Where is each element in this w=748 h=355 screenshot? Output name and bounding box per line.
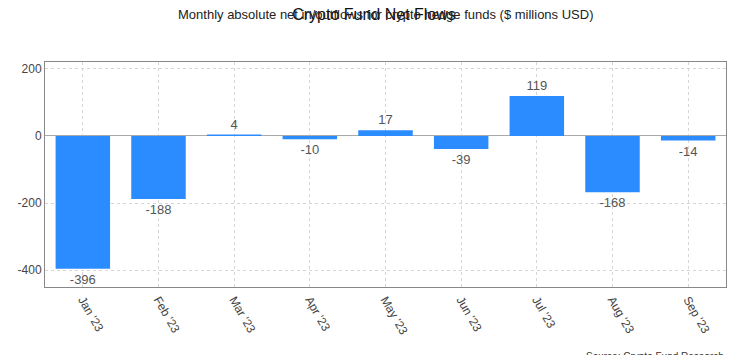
- svg-text:4: 4: [231, 117, 238, 132]
- svg-text:Jan '23: Jan '23: [75, 294, 106, 334]
- svg-text:-400: -400: [18, 263, 42, 277]
- svg-text:Apr '23: Apr '23: [302, 294, 333, 334]
- svg-text:-168: -168: [599, 195, 625, 210]
- svg-text:Jun '23: Jun '23: [453, 294, 484, 334]
- svg-text:-14: -14: [679, 144, 698, 159]
- svg-text:Monthly absolute net in/outflo: Monthly absolute net in/outflows for cry…: [178, 7, 593, 22]
- svg-text:0: 0: [35, 129, 42, 143]
- svg-text:-188: -188: [145, 202, 171, 217]
- svg-text:Source: Crypto Fund Research: Source: Crypto Fund Research: [586, 351, 724, 355]
- svg-text:-396: -396: [70, 272, 96, 287]
- svg-text:May '23: May '23: [378, 294, 411, 337]
- svg-text:-200: -200: [18, 196, 42, 210]
- svg-text:-10: -10: [300, 142, 319, 157]
- svg-text:Sep '23: Sep '23: [680, 294, 712, 336]
- svg-text:Aug '23: Aug '23: [605, 294, 637, 336]
- svg-text:200: 200: [22, 62, 42, 76]
- svg-text:17: 17: [378, 112, 392, 127]
- svg-text:Jul '23: Jul '23: [529, 294, 558, 331]
- svg-text:Mar '23: Mar '23: [226, 294, 258, 336]
- svg-text:Feb '23: Feb '23: [151, 294, 183, 336]
- svg-text:Crypto Fund Net Flows: Crypto Fund Net Flows: [292, 6, 456, 23]
- svg-text:119: 119: [526, 78, 547, 93]
- svg-text:-39: -39: [452, 152, 471, 167]
